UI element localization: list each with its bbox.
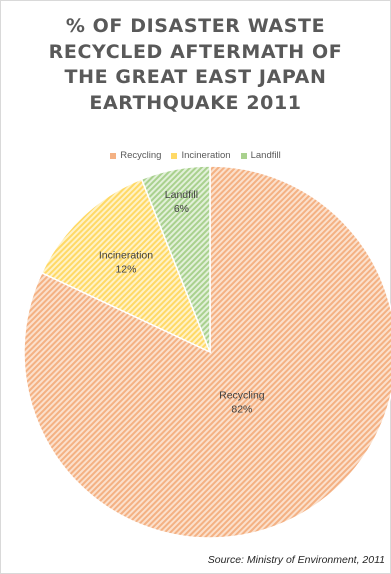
pie-slice-landfill: [140, 165, 211, 353]
legend-item-incineration: Incineration: [171, 150, 231, 161]
legend-item-landfill: Landfill: [240, 150, 281, 161]
title-line: % OF DISASTER WASTE: [65, 15, 326, 37]
slice-value-landfill: 6%: [174, 203, 189, 215]
legend-label-recycling: Recycling: [120, 150, 162, 161]
pie-slice-incineration: [40, 178, 212, 354]
chart-title: % OF DISASTER WASTE RECYCLED AFTERMATH O…: [0, 14, 391, 116]
legend-item-recycling: Recycling: [110, 150, 161, 161]
title-line: RECYCLED AFTERMATH OF: [48, 40, 343, 63]
legend-swatch-landfill: [240, 152, 247, 159]
source-note: Source: Ministry of Environment, 2011: [207, 554, 385, 566]
slice-value-incineration: 12%: [115, 264, 136, 276]
slice-value-recycling: 82%: [231, 403, 252, 415]
slice-label-incineration: Incineration: [99, 250, 153, 262]
legend-swatch-incineration: [171, 152, 178, 159]
chart-legend: Recycling Incineration Landfill: [0, 150, 391, 161]
legend-label-incineration: Incineration: [181, 150, 231, 161]
title-line: THE GREAT EAST JAPAN: [64, 66, 327, 88]
legend-swatch-recycling: [110, 152, 117, 159]
legend-label-landfill: Landfill: [250, 150, 281, 161]
pie-slice-recycling: [23, 165, 391, 539]
slice-label-recycling: Recycling: [219, 389, 265, 401]
title-line: EARTHQUAKE 2011: [89, 91, 302, 114]
slice-label-landfill: Landfill: [165, 189, 198, 201]
